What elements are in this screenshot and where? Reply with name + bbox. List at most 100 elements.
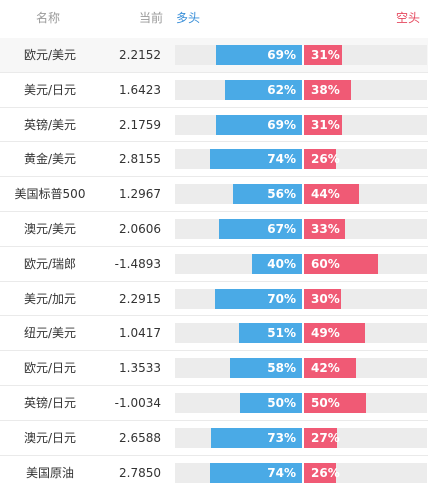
short-percent-label: 42%	[311, 361, 340, 376]
short-bar: 60%	[304, 253, 378, 274]
bar-divider	[302, 288, 304, 309]
table-row[interactable]: 美元/加元 2.2915 70% 30%	[0, 282, 428, 317]
short-bar: 50%	[304, 392, 366, 413]
long-bar: 50%	[240, 392, 302, 413]
short-bar: 49%	[304, 323, 365, 344]
long-percent-label: 73%	[267, 430, 296, 445]
bar-divider	[302, 462, 304, 483]
instrument-name: 英镑/美元	[23, 117, 77, 132]
instrument-name: 欧元/瑞郎	[23, 256, 77, 271]
long-percent-label: 67%	[267, 221, 296, 236]
short-percent-label: 31%	[311, 48, 340, 62]
short-percent-label: 31%	[311, 117, 340, 132]
short-percent-label: 27%	[311, 430, 340, 445]
short-percent-label: 49%	[311, 326, 340, 341]
instrument-name: 美元/加元	[23, 291, 77, 306]
current-value: 1.2967	[119, 187, 161, 202]
table-header: 名称 当前 多头 空头	[0, 0, 428, 38]
current-value: 2.6588	[119, 430, 161, 445]
bar-divider	[302, 114, 304, 135]
bar-divider	[302, 427, 304, 448]
short-percent-label: 26%	[311, 465, 340, 480]
current-value: 1.3533	[119, 361, 161, 376]
short-percent-label: 60%	[311, 256, 340, 271]
table-row[interactable]: 美元/日元 1.6423 62% 38%	[0, 73, 428, 108]
table-row[interactable]: 欧元/美元 2.2152 69% 31%	[0, 38, 428, 73]
instrument-name: 美国标普500	[14, 187, 86, 202]
long-bar: 56%	[233, 184, 302, 205]
short-percent-label: 33%	[311, 221, 340, 236]
long-bar: 70%	[215, 288, 302, 309]
table-row[interactable]: 黄金/美元 2.8155 74% 26%	[0, 142, 428, 178]
short-bar: 31%	[304, 114, 342, 135]
long-percent-label: 62%	[267, 82, 296, 97]
long-percent-label: 56%	[267, 187, 296, 202]
current-value: 2.7850	[119, 465, 161, 480]
short-percent-label: 30%	[311, 291, 340, 306]
bar-divider	[302, 149, 304, 170]
table-row[interactable]: 欧元/瑞郎 -1.4893 40% 60%	[0, 247, 428, 282]
table-row[interactable]: 英镑/日元 -1.0034 50% 50%	[0, 386, 428, 421]
bar-divider	[302, 184, 304, 205]
short-percent-label: 50%	[311, 395, 340, 410]
column-header-long: 多头	[176, 11, 201, 25]
long-percent-label: 50%	[267, 395, 296, 410]
sentiment-table: 欧元/美元 2.2152 69% 31% 美元/日元 1.6423 62% 38% 英镑/美元 2…	[0, 38, 428, 487]
long-percent-label: 69%	[267, 48, 296, 62]
instrument-name: 欧元/美元	[23, 48, 77, 62]
short-bar: 27%	[304, 427, 340, 448]
instrument-name: 黄金/美元	[23, 152, 77, 167]
table-row[interactable]: 纽元/美元 1.0417 51% 49%	[0, 316, 428, 352]
long-percent-label: 70%	[267, 291, 296, 306]
long-bar: 69%	[216, 114, 302, 135]
table-row[interactable]: 澳元/美元 2.0606 67% 33%	[0, 212, 428, 247]
instrument-name: 澳元/美元	[23, 221, 77, 236]
long-bar: 74%	[210, 149, 302, 170]
short-percent-label: 38%	[311, 82, 340, 97]
long-percent-label: 74%	[267, 465, 296, 480]
long-percent-label: 69%	[267, 117, 296, 132]
long-percent-label: 58%	[267, 361, 296, 376]
long-bar: 51%	[239, 323, 302, 344]
short-percent-label: 26%	[311, 152, 340, 167]
bar-divider	[302, 358, 304, 379]
short-bar: 42%	[304, 358, 356, 379]
table-row[interactable]: 美国原油 2.7850 74% 26%	[0, 456, 428, 487]
short-bar: 38%	[304, 79, 351, 100]
current-value: 2.8155	[119, 152, 161, 167]
column-header-current: 当前	[139, 11, 164, 25]
bar-divider	[302, 218, 304, 239]
short-bar: 26%	[304, 462, 340, 483]
instrument-name: 美国原油	[25, 465, 74, 480]
bar-divider	[302, 323, 304, 344]
instrument-name: 美元/日元	[23, 82, 77, 97]
table-row[interactable]: 英镑/美元 2.1759 69% 31%	[0, 108, 428, 143]
long-percent-label: 74%	[267, 152, 296, 167]
table-row[interactable]: 澳元/日元 2.6588 73% 27%	[0, 421, 428, 456]
instrument-name: 欧元/日元	[23, 361, 77, 376]
instrument-name: 英镑/日元	[23, 395, 77, 410]
current-value: 2.2152	[119, 48, 161, 62]
short-bar: 44%	[304, 184, 359, 205]
current-value: -1.4893	[114, 256, 161, 271]
current-value: 2.1759	[119, 117, 161, 132]
long-percent-label: 51%	[267, 326, 296, 341]
bar-divider	[302, 253, 304, 274]
current-value: 1.0417	[119, 326, 161, 341]
long-bar: 74%	[210, 462, 302, 483]
long-bar: 69%	[216, 45, 302, 65]
bar-divider	[302, 79, 304, 100]
short-bar: 26%	[304, 149, 340, 170]
short-bar: 31%	[304, 45, 342, 65]
column-header-name: 名称	[36, 11, 61, 25]
column-header-short: 空头	[395, 11, 420, 25]
short-bar: 33%	[304, 218, 345, 239]
bar-divider	[302, 45, 304, 65]
current-value: 1.6423	[119, 82, 161, 97]
current-value: -1.0034	[114, 395, 161, 410]
table-row[interactable]: 美国标普500 1.2967 56% 44%	[0, 177, 428, 212]
instrument-name: 澳元/日元	[23, 430, 77, 445]
table-row[interactable]: 欧元/日元 1.3533 58% 42%	[0, 351, 428, 386]
long-bar: 62%	[225, 79, 302, 100]
current-value: 2.2915	[119, 291, 161, 306]
